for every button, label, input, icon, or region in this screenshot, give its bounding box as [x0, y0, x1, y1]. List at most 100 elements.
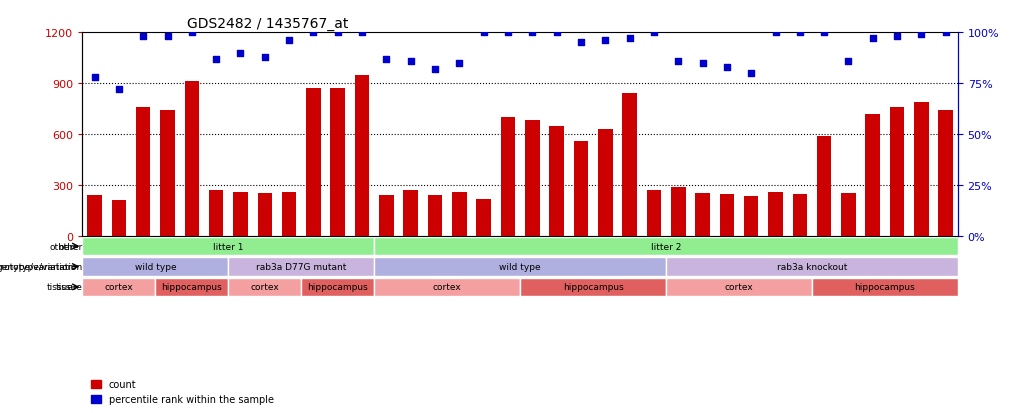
- Bar: [354, 76, 370, 236]
- Point: [500, 30, 516, 36]
- Point: [816, 30, 832, 36]
- FancyBboxPatch shape: [666, 278, 812, 297]
- Text: other: other: [58, 242, 82, 251]
- Point: [597, 38, 614, 45]
- Bar: [792, 195, 808, 236]
- FancyBboxPatch shape: [520, 278, 666, 297]
- FancyBboxPatch shape: [374, 237, 958, 256]
- Bar: [938, 111, 953, 236]
- Bar: [720, 195, 734, 236]
- Point: [87, 74, 103, 81]
- Y-axis label: tissue: tissue: [46, 283, 74, 292]
- FancyBboxPatch shape: [156, 278, 229, 297]
- Point: [889, 34, 905, 40]
- Bar: [233, 192, 248, 236]
- Bar: [184, 82, 199, 236]
- Text: wild type: wild type: [500, 262, 541, 271]
- Text: hippocampus: hippocampus: [562, 283, 623, 292]
- Bar: [258, 194, 272, 236]
- Point: [694, 60, 711, 67]
- Bar: [282, 192, 297, 236]
- Point: [573, 40, 589, 47]
- Text: GDS2482 / 1435767_at: GDS2482 / 1435767_at: [187, 17, 349, 31]
- Text: rab3a D77G mutant: rab3a D77G mutant: [256, 262, 346, 271]
- Text: litter 2: litter 2: [651, 242, 681, 251]
- Point: [305, 30, 321, 36]
- Point: [743, 70, 759, 77]
- Point: [719, 64, 735, 71]
- Point: [426, 66, 443, 73]
- Point: [914, 32, 930, 38]
- Bar: [161, 111, 175, 236]
- FancyBboxPatch shape: [666, 258, 958, 276]
- Bar: [549, 126, 564, 236]
- FancyBboxPatch shape: [374, 258, 666, 276]
- Point: [403, 58, 419, 65]
- Point: [937, 30, 954, 36]
- Text: genotype/variation: genotype/variation: [0, 262, 82, 271]
- Text: hippocampus: hippocampus: [855, 283, 916, 292]
- Bar: [306, 89, 320, 236]
- FancyBboxPatch shape: [82, 237, 374, 256]
- Bar: [209, 191, 224, 236]
- Text: cortex: cortex: [104, 283, 133, 292]
- Bar: [842, 193, 856, 236]
- Text: cortex: cortex: [725, 283, 753, 292]
- Point: [864, 36, 881, 43]
- Bar: [817, 136, 831, 236]
- Point: [621, 36, 638, 43]
- FancyBboxPatch shape: [812, 278, 958, 297]
- FancyBboxPatch shape: [374, 278, 520, 297]
- Point: [208, 56, 225, 63]
- FancyBboxPatch shape: [302, 278, 374, 297]
- Bar: [525, 121, 540, 236]
- Bar: [695, 194, 710, 236]
- Point: [792, 30, 809, 36]
- Bar: [452, 192, 467, 236]
- Point: [476, 30, 492, 36]
- Bar: [647, 191, 661, 236]
- Point: [232, 50, 248, 57]
- Bar: [136, 108, 150, 236]
- Text: wild type: wild type: [135, 262, 176, 271]
- Bar: [88, 196, 102, 236]
- Text: hippocampus: hippocampus: [307, 283, 368, 292]
- Y-axis label: genotype/variation: genotype/variation: [0, 262, 74, 271]
- FancyBboxPatch shape: [82, 278, 156, 297]
- Bar: [476, 200, 491, 236]
- Point: [646, 30, 662, 36]
- Bar: [671, 187, 686, 236]
- Text: litter 1: litter 1: [213, 242, 243, 251]
- Point: [767, 30, 784, 36]
- Point: [256, 54, 273, 61]
- Point: [110, 87, 127, 93]
- Point: [840, 58, 857, 65]
- Bar: [915, 102, 929, 236]
- Bar: [598, 130, 613, 236]
- Bar: [501, 118, 515, 236]
- Bar: [865, 114, 880, 236]
- Text: rab3a knockout: rab3a knockout: [777, 262, 847, 271]
- FancyBboxPatch shape: [229, 258, 374, 276]
- Text: tissue: tissue: [56, 283, 82, 292]
- Point: [160, 34, 176, 40]
- Point: [548, 30, 564, 36]
- Bar: [768, 192, 783, 236]
- Point: [451, 60, 468, 67]
- Y-axis label: other: other: [49, 242, 74, 251]
- Bar: [890, 108, 904, 236]
- Text: cortex: cortex: [433, 283, 461, 292]
- Point: [330, 30, 346, 36]
- Bar: [404, 191, 418, 236]
- Point: [281, 38, 298, 45]
- Bar: [574, 142, 588, 236]
- Bar: [111, 201, 127, 236]
- Point: [670, 58, 686, 65]
- Legend: count, percentile rank within the sample: count, percentile rank within the sample: [88, 375, 277, 408]
- FancyBboxPatch shape: [229, 278, 302, 297]
- Point: [135, 34, 151, 40]
- Point: [378, 56, 394, 63]
- FancyBboxPatch shape: [82, 258, 229, 276]
- Bar: [744, 197, 758, 236]
- Point: [183, 30, 200, 36]
